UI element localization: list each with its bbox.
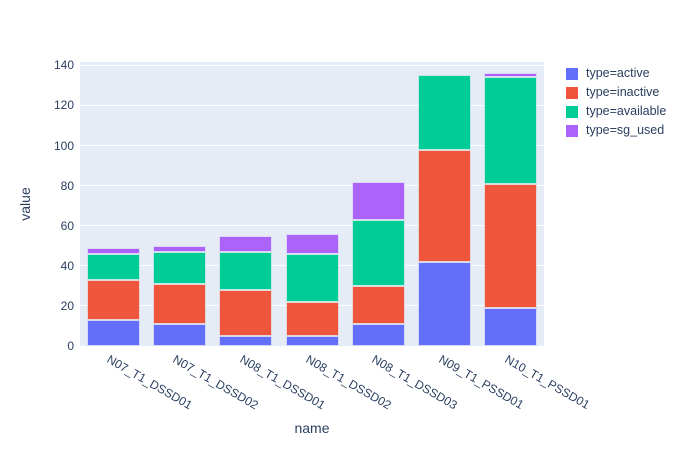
bar-segment-available-N08_T1_DSSD02[interactable] xyxy=(285,253,339,302)
legend-item-available[interactable]: type=available xyxy=(566,102,666,121)
bar-segment-active-N10_T1_PSSD01[interactable] xyxy=(484,307,538,346)
legend-label: type=inactive xyxy=(586,85,660,100)
bar-segment-sg_used-N07_T1_DSSD02[interactable] xyxy=(152,245,206,252)
bar-segment-available-N08_T1_DSSD03[interactable] xyxy=(351,219,405,286)
bar-segment-sg_used-N07_T1_DSSD01[interactable] xyxy=(86,247,140,254)
y-tick-label: 100 xyxy=(53,138,74,153)
legend-label: type=available xyxy=(586,104,667,119)
bar-segment-sg_used-N10_T1_PSSD01[interactable] xyxy=(484,73,538,78)
gridline xyxy=(80,185,544,187)
bar-segment-inactive-N08_T1_DSSD01[interactable] xyxy=(219,289,273,336)
x-axis-title: name xyxy=(294,420,330,436)
legend-swatch-icon xyxy=(566,124,578,137)
bar-segment-sg_used-N08_T1_DSSD03[interactable] xyxy=(351,181,405,220)
legend-swatch-icon xyxy=(566,86,578,99)
bar-segment-active-N07_T1_DSSD01[interactable] xyxy=(86,319,140,346)
y-tick-label: 0 xyxy=(67,339,74,353)
gridline xyxy=(80,145,544,146)
legend-item-sg_used[interactable]: type=sg_used xyxy=(566,121,666,140)
legend-swatch-icon xyxy=(566,105,578,118)
y-tick-label: 60 xyxy=(60,218,74,233)
bar-segment-active-N07_T1_DSSD02[interactable] xyxy=(152,323,206,346)
bar-segment-active-N08_T1_DSSD02[interactable] xyxy=(285,335,339,346)
y-tick-label: 140 xyxy=(53,58,74,73)
gridline xyxy=(80,345,544,347)
legend-label: type=active xyxy=(586,66,650,81)
bar-segment-inactive-N10_T1_PSSD01[interactable] xyxy=(484,183,538,308)
y-tick-label: 120 xyxy=(53,98,74,113)
bar-segment-available-N08_T1_DSSD01[interactable] xyxy=(219,251,273,290)
bar-segment-active-N08_T1_DSSD01[interactable] xyxy=(219,335,273,346)
gridline xyxy=(80,64,544,66)
bar-segment-sg_used-N08_T1_DSSD01[interactable] xyxy=(219,235,273,252)
y-tick-label: 40 xyxy=(60,258,74,273)
bar-segment-available-N10_T1_PSSD01[interactable] xyxy=(484,77,538,184)
bar-segment-inactive-N07_T1_DSSD01[interactable] xyxy=(86,279,140,320)
legend-label: type=sg_used xyxy=(586,123,665,138)
y-tick-label: 80 xyxy=(60,178,74,193)
y-axis-title: value xyxy=(17,187,33,221)
legend-swatch-icon xyxy=(566,67,578,80)
legend-item-active[interactable]: type=active xyxy=(566,64,666,83)
legend-item-inactive[interactable]: type=inactive xyxy=(566,83,666,102)
bar-segment-available-N09_T1_PSSD01[interactable] xyxy=(418,75,472,150)
bar-segment-available-N07_T1_DSSD02[interactable] xyxy=(152,251,206,284)
gridline xyxy=(80,104,544,106)
bar-segment-available-N07_T1_DSSD01[interactable] xyxy=(86,253,140,280)
plot-area xyxy=(80,62,544,347)
y-tick-label: 20 xyxy=(60,298,74,313)
bar-segment-active-N08_T1_DSSD03[interactable] xyxy=(351,323,405,346)
bar-segment-inactive-N09_T1_PSSD01[interactable] xyxy=(418,149,472,262)
bar-segment-active-N09_T1_PSSD01[interactable] xyxy=(418,261,472,346)
bar-segment-inactive-N08_T1_DSSD02[interactable] xyxy=(285,301,339,336)
bar-segment-inactive-N08_T1_DSSD03[interactable] xyxy=(351,285,405,324)
gridline xyxy=(80,225,544,227)
bar-segment-inactive-N07_T1_DSSD02[interactable] xyxy=(152,283,206,324)
legend: type=active type=inactive type=available ty… xyxy=(566,64,666,140)
bar-segment-sg_used-N08_T1_DSSD02[interactable] xyxy=(285,233,339,254)
